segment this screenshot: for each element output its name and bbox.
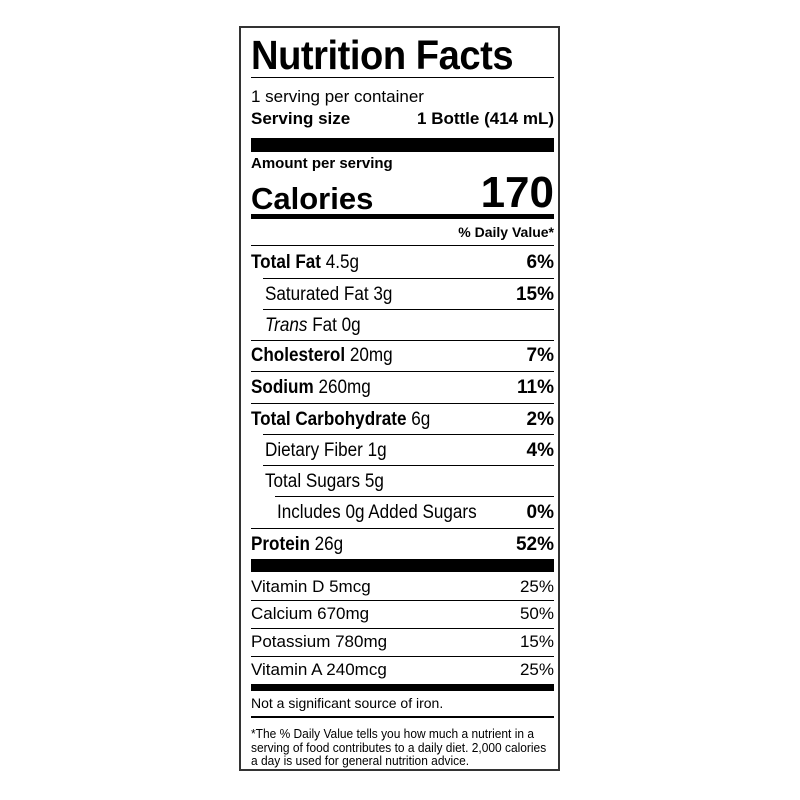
nutrient-row-total-sugars: Total Sugars 5g: [265, 471, 384, 492]
thick-divider: [251, 559, 554, 572]
divider: [263, 278, 554, 279]
calories-value: 170: [480, 168, 554, 217]
divider: [251, 371, 554, 372]
divider: [251, 716, 554, 718]
divider: [251, 77, 554, 78]
vitamin-row: Potassium 780mg 15%: [251, 632, 554, 651]
divider: [263, 465, 554, 466]
divider: [251, 340, 554, 341]
nutrient-row-protein: Protein 26g 52%: [251, 534, 554, 555]
vitamin-row: Vitamin A 240mcg 25%: [251, 660, 554, 679]
nutrient-row-added-sugars: Includes 0g Added Sugars 0%: [277, 502, 554, 523]
divider: [275, 496, 554, 497]
serving-size-row: Serving size 1 Bottle (414 mL): [251, 108, 554, 130]
divider: [251, 245, 554, 246]
amount-per-serving: Amount per serving: [251, 154, 393, 172]
serving-size-label: Serving size: [251, 109, 351, 128]
nutrition-facts-label: Nutrition Facts 1 serving per container …: [239, 26, 560, 771]
divider: [251, 403, 554, 404]
serving-size-value: 1 Bottle (414 mL): [417, 109, 554, 128]
divider: [251, 600, 554, 601]
vitamin-row: Vitamin D 5mcg 25%: [251, 577, 554, 596]
divider: [251, 528, 554, 529]
medium-divider: [251, 214, 554, 219]
label-title: Nutrition Facts: [251, 31, 514, 78]
divider: [251, 656, 554, 657]
footnote: *The % Daily Value tells you how much a …: [251, 726, 547, 768]
nutrient-row-total-carbohydrate: Total Carbohydrate 6g 2%: [251, 409, 554, 430]
nutrient-row-dietary-fiber: Dietary Fiber 1g 4%: [265, 440, 554, 461]
not-significant-note: Not a significant source of iron.: [251, 695, 444, 711]
nutrient-row-trans-fat: Trans Fat 0g: [265, 315, 361, 336]
nutrient-row-cholesterol: Cholesterol 20mg 7%: [251, 345, 554, 366]
daily-value-header: % Daily Value*: [458, 224, 554, 240]
divider: [263, 309, 554, 310]
nutrient-row-sodium: Sodium 260mg 11%: [251, 377, 554, 398]
vitamin-row: Calcium 670mg 50%: [251, 604, 554, 623]
nutrient-row-total-fat: Total Fat 4.5g 6%: [251, 252, 554, 273]
thick-divider: [251, 138, 554, 152]
calories-row: Calories 170: [251, 168, 554, 216]
servings-per-container: 1 serving per container: [251, 87, 424, 106]
divider: [251, 628, 554, 629]
nutrient-row-saturated-fat: Saturated Fat 3g 15%: [265, 284, 554, 305]
thick-divider: [251, 684, 554, 691]
divider: [263, 434, 554, 435]
calories-label: Calories: [251, 181, 374, 216]
